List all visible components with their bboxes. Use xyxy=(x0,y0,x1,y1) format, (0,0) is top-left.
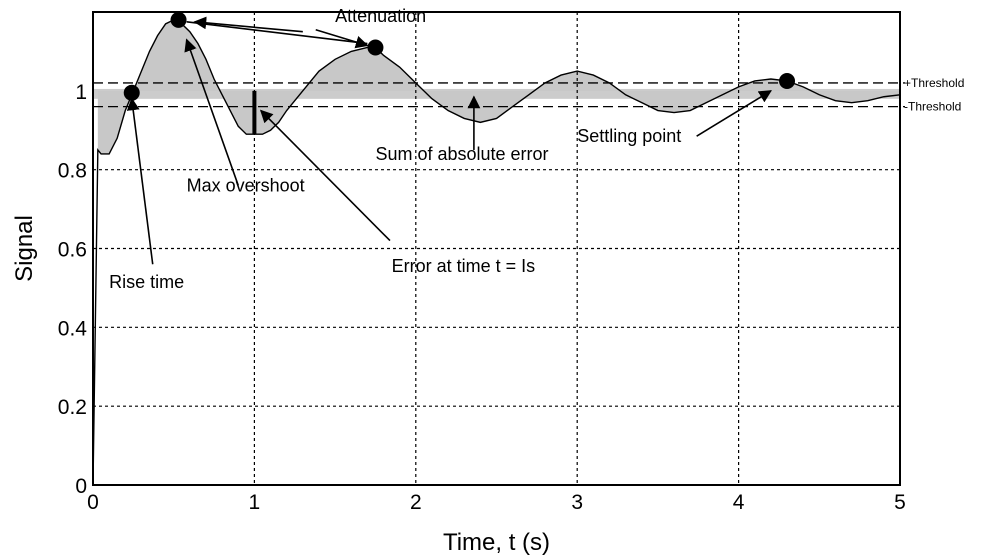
y-tick-label-3: 0.6 xyxy=(58,239,87,262)
x-tick-label-0: 0 xyxy=(87,491,99,514)
x-tick-label-5: 5 xyxy=(894,491,906,514)
y-tick-label-1: 0.2 xyxy=(58,396,87,419)
arrow-settling-point xyxy=(696,90,772,137)
threshold-label-1: -Threshold xyxy=(904,100,961,114)
y-tick-label-5: 1 xyxy=(75,81,87,104)
annotation-max-overshoot: Max overshoot xyxy=(187,175,305,195)
attenuation-point xyxy=(367,39,384,56)
settling-point xyxy=(779,72,796,89)
arrow-error-at-time xyxy=(259,109,391,242)
y-tick-label-0: 0 xyxy=(75,475,87,498)
arrow-attenuation-1 xyxy=(193,16,303,33)
x-tick-label-1: 1 xyxy=(249,491,261,514)
y-tick-label-4: 0.8 xyxy=(58,160,87,183)
x-tick-label-3: 3 xyxy=(571,491,583,514)
y-tick-label-2: 0.4 xyxy=(58,317,88,340)
plot-frame xyxy=(92,11,901,486)
max-overshoot-point xyxy=(170,11,187,28)
y-axis-label: Signal xyxy=(11,215,38,282)
annotation-rise-time: Rise time xyxy=(109,272,184,292)
annotation-sum-abs-error: Sum of absolute error xyxy=(375,144,548,164)
x-axis-label: Time, t (s) xyxy=(443,529,550,556)
rise-time-point xyxy=(123,84,140,101)
x-tick-label-2: 2 xyxy=(410,491,422,514)
annotation-error-at-time: Error at time t = Is xyxy=(392,256,536,276)
arrow-max-overshoot xyxy=(184,38,240,186)
annotation-attenuation: Attenuation xyxy=(335,6,426,26)
arrow-attenuation-link xyxy=(186,21,368,45)
annotation-settling-point: Settling point xyxy=(577,126,681,146)
arrow-rise-time xyxy=(126,97,154,265)
x-tick-label-4: 4 xyxy=(733,491,745,514)
threshold-label-0: +Threshold xyxy=(904,76,964,90)
